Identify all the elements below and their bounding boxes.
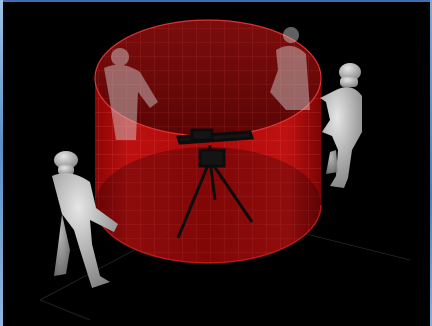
- window-frame-left: [0, 0, 3, 326]
- window-frame-top: [0, 0, 432, 2]
- machine-gun-tripod: [175, 128, 255, 239]
- soldier-figure-left: [52, 151, 118, 288]
- window-frame-right: [430, 0, 432, 326]
- cylinder-front-rim: [94, 204, 322, 264]
- soldier-figure-back-right: [270, 27, 310, 111]
- soldier-figure-back-left: [104, 48, 158, 140]
- red-cylinder-volume: [94, 19, 322, 263]
- soldier-figure-right: [320, 63, 362, 188]
